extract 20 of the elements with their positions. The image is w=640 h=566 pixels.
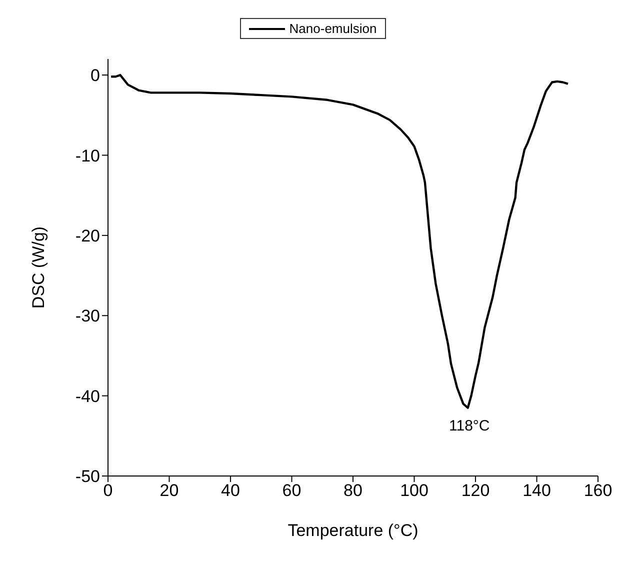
- x-tick-label: 120: [461, 481, 490, 500]
- y-tick-label: -40: [75, 386, 100, 406]
- y-tick-label: -10: [75, 146, 100, 166]
- y-axis-title: DSC (W/g): [29, 226, 48, 309]
- x-tick-label: 160: [584, 481, 612, 500]
- annotation: 118°C: [449, 417, 490, 434]
- x-tick-label: 20: [160, 481, 179, 500]
- x-tick-label: 0: [103, 481, 113, 500]
- y-tick-label: -50: [75, 467, 100, 486]
- line-series: [110, 74, 570, 409]
- x-tick-label: 80: [344, 481, 362, 500]
- y-tick-label: -20: [75, 226, 100, 246]
- x-tick-label: 60: [282, 481, 302, 500]
- x-tick-label: 40: [221, 481, 240, 500]
- x-tick-label: 100: [400, 481, 428, 500]
- x-tick-label: 140: [522, 481, 551, 500]
- x-axis-title: Temperature (°C): [288, 521, 418, 540]
- y-tick-label: -30: [75, 306, 100, 326]
- y-tick-label: 0: [90, 66, 100, 86]
- legend-label: Nano-emulsion: [289, 21, 377, 36]
